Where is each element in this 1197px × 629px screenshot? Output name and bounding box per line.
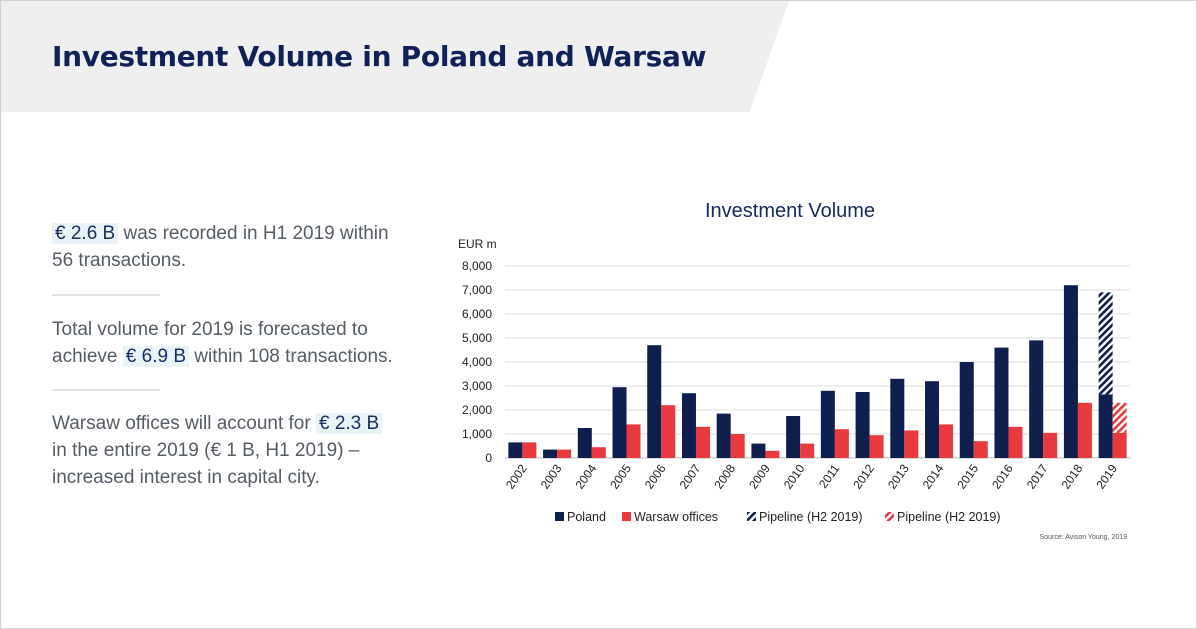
x-tick-label: 2017 bbox=[1024, 461, 1051, 491]
bar-poland bbox=[751, 443, 766, 458]
x-tick-label: 2016 bbox=[989, 461, 1016, 491]
divider bbox=[52, 389, 160, 391]
bar-warsaw-offices bbox=[626, 424, 641, 458]
fact-h1-volume: € 2.6 B was recorded in H1 2019 within 5… bbox=[52, 220, 389, 274]
bar-poland bbox=[1029, 340, 1044, 458]
fact-warsaw: Warsaw offices will account for € 2.3 B … bbox=[52, 410, 383, 491]
x-tick-label: 2003 bbox=[538, 461, 565, 491]
x-tick-label: 2012 bbox=[850, 461, 877, 491]
y-tick-label: 1,000 bbox=[462, 427, 492, 441]
bar-warsaw-offices bbox=[1077, 402, 1092, 458]
x-tick-label: 2004 bbox=[572, 461, 599, 491]
x-tick-label: 2002 bbox=[503, 461, 530, 491]
bar-poland bbox=[994, 347, 1009, 458]
chart-source: Source: Avison Young, 2019 bbox=[1039, 534, 1127, 541]
x-tick-label: 2006 bbox=[642, 461, 669, 491]
fact-text: Warsaw offices will account for bbox=[52, 413, 316, 434]
bar-warsaw-offices bbox=[1008, 426, 1023, 458]
bar-warsaw-offices bbox=[765, 450, 780, 458]
fact-text: 56 transactions. bbox=[52, 250, 187, 271]
bar-warsaw-offices bbox=[800, 443, 815, 458]
page-title: Investment Volume in Poland and Warsaw bbox=[52, 40, 707, 73]
fact-highlight: € 2.6 B bbox=[52, 223, 119, 244]
title-band bbox=[1, 1, 789, 112]
bar-warsaw-offices bbox=[904, 430, 919, 458]
y-tick-label: 6,000 bbox=[462, 307, 492, 321]
bar-warsaw-offices bbox=[522, 442, 537, 458]
bar-warsaw-offices bbox=[591, 447, 606, 458]
bar-poland bbox=[508, 442, 523, 458]
bar-warsaw-offices bbox=[1112, 432, 1127, 458]
y-tick-label: 7,000 bbox=[462, 283, 492, 297]
legend-pipeline-poland-label: Pipeline (H2 2019) bbox=[759, 510, 863, 524]
x-tick-label: 2014 bbox=[920, 461, 947, 491]
fact-highlight: € 6.9 B bbox=[122, 346, 189, 367]
fact-text: increased interest in capital city. bbox=[52, 467, 320, 488]
x-tick-label: 2010 bbox=[781, 461, 808, 491]
bar-poland bbox=[820, 390, 835, 458]
bar-warsaw-offices bbox=[939, 424, 954, 458]
bar-poland bbox=[612, 387, 627, 458]
legend-poland-swatch bbox=[555, 512, 564, 521]
divider bbox=[52, 294, 160, 296]
fact-text: Total volume for 2019 is forecasted to bbox=[52, 319, 368, 340]
y-tick-label: 4,000 bbox=[462, 355, 492, 369]
y-tick-label: 3,000 bbox=[462, 379, 492, 393]
x-tick-label: 2018 bbox=[1059, 461, 1086, 491]
bar-warsaw-offices bbox=[869, 435, 884, 458]
y-axis-label: EUR m bbox=[458, 237, 497, 251]
legend-warsaw-offices-swatch bbox=[622, 512, 631, 521]
x-tick-label: 2019 bbox=[1093, 461, 1120, 491]
legend-poland-label: Poland bbox=[567, 510, 606, 524]
bar-poland bbox=[681, 393, 696, 458]
y-tick-label: 5,000 bbox=[462, 331, 492, 345]
legend-warsaw-offices-label: Warsaw offices bbox=[634, 510, 718, 524]
bar-poland bbox=[890, 378, 905, 458]
bar-pipeline-warsaw bbox=[1112, 402, 1127, 433]
bar-warsaw-offices bbox=[695, 426, 710, 458]
y-tick-label: 2,000 bbox=[462, 403, 492, 417]
legend-pipeline-warsaw-swatch bbox=[885, 512, 894, 521]
bar-warsaw-offices bbox=[661, 405, 676, 458]
x-tick-label: 2015 bbox=[954, 461, 981, 491]
fact-text: achieve bbox=[52, 346, 123, 367]
x-tick-label: 2011 bbox=[816, 461, 842, 490]
chart-title: Investment Volume bbox=[704, 200, 876, 222]
y-tick-label: 8,000 bbox=[462, 259, 492, 273]
x-tick-label: 2007 bbox=[677, 461, 704, 491]
bar-pipeline-poland bbox=[1098, 292, 1113, 395]
fact-text: in the entire 2019 (€ 1 B, H1 2019) – bbox=[52, 440, 360, 461]
bar-warsaw-offices bbox=[973, 441, 988, 458]
bar-warsaw-offices bbox=[730, 434, 745, 458]
fact-highlight: € 2.3 B bbox=[315, 413, 383, 434]
fact-forecast: Total volume for 2019 is forecasted to a… bbox=[52, 316, 393, 370]
bar-warsaw-offices bbox=[557, 449, 572, 458]
bar-poland bbox=[716, 413, 731, 458]
x-tick-label: 2005 bbox=[607, 461, 634, 491]
bar-poland bbox=[786, 416, 801, 458]
bar-poland bbox=[855, 392, 870, 458]
bar-warsaw-offices bbox=[1043, 432, 1058, 458]
bar-poland bbox=[925, 381, 940, 458]
x-tick-label: 2013 bbox=[885, 461, 912, 491]
bar-poland bbox=[577, 428, 592, 458]
bar-warsaw-offices bbox=[834, 429, 849, 458]
bar-poland bbox=[647, 345, 662, 458]
x-tick-label: 2009 bbox=[746, 461, 773, 491]
bar-poland bbox=[543, 449, 558, 458]
legend-pipeline-warsaw-label: Pipeline (H2 2019) bbox=[897, 510, 1001, 524]
x-tick-label: 2008 bbox=[711, 461, 738, 491]
bar-poland bbox=[959, 362, 974, 458]
fact-text: was recorded in H1 2019 within bbox=[118, 223, 389, 244]
fact-text: within 108 transactions. bbox=[189, 346, 393, 367]
bar-poland bbox=[1098, 394, 1113, 458]
y-tick-label: 0 bbox=[485, 451, 492, 465]
bar-poland bbox=[1063, 285, 1078, 458]
legend-pipeline-poland-swatch bbox=[747, 512, 756, 521]
